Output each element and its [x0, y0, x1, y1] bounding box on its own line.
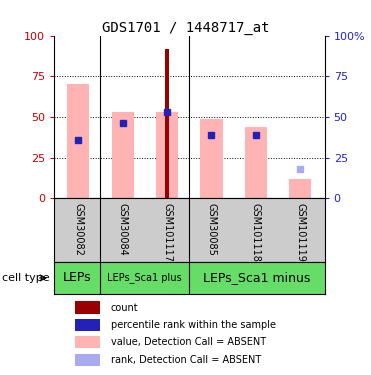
- Text: GSM101119: GSM101119: [295, 203, 305, 262]
- Bar: [289, 178, 311, 198]
- Bar: [75, 354, 100, 366]
- Text: value, Detection Call = ABSENT: value, Detection Call = ABSENT: [111, 337, 266, 347]
- Text: cell type: cell type: [2, 273, 49, 283]
- Text: LEPs: LEPs: [63, 272, 91, 285]
- Bar: [75, 302, 100, 313]
- Bar: [245, 127, 267, 198]
- Text: GSM30084: GSM30084: [118, 203, 128, 256]
- Text: GSM30085: GSM30085: [206, 203, 216, 256]
- Bar: [200, 118, 223, 198]
- Text: percentile rank within the sample: percentile rank within the sample: [111, 320, 276, 330]
- Bar: [75, 336, 100, 348]
- Text: LEPs_Sca1 minus: LEPs_Sca1 minus: [203, 272, 311, 285]
- Text: LEPs_Sca1 plus: LEPs_Sca1 plus: [108, 273, 182, 284]
- Text: GSM101118: GSM101118: [251, 203, 261, 262]
- Bar: [67, 84, 89, 198]
- Text: GSM101117: GSM101117: [162, 203, 172, 262]
- Bar: [112, 112, 134, 198]
- Bar: [156, 112, 178, 198]
- Text: GSM30082: GSM30082: [73, 203, 83, 256]
- Bar: [75, 319, 100, 331]
- Text: GDS1701 / 1448717_at: GDS1701 / 1448717_at: [102, 21, 269, 34]
- Text: rank, Detection Call = ABSENT: rank, Detection Call = ABSENT: [111, 355, 261, 364]
- Bar: [165, 49, 169, 198]
- Text: count: count: [111, 303, 138, 312]
